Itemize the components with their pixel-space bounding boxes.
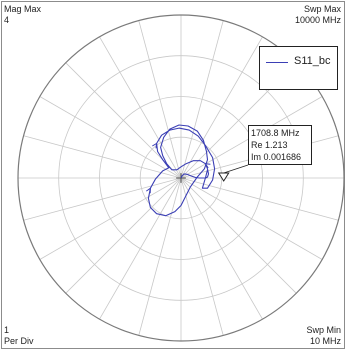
marker-imag: Im 0.001686	[251, 152, 302, 162]
grid-ring-3	[58, 55, 304, 301]
bottom-right-label: Swp Min 10 MHz	[306, 325, 341, 347]
marker-layer	[217, 164, 249, 182]
swp-max-label: Swp Max	[303, 4, 341, 14]
trace-arrow-2	[152, 142, 158, 149]
marker-real: Re 1.213	[251, 140, 288, 150]
legend-label: S11_bc	[294, 55, 331, 67]
bottom-left-label: 1 Per Div	[4, 325, 34, 347]
legend-swatch	[266, 62, 288, 63]
mag-max-value: 4	[4, 15, 10, 25]
grid-ring-4	[17, 14, 345, 342]
per-div-value: 1	[4, 325, 10, 335]
trace-arrow-0	[204, 163, 211, 169]
marker-leader	[223, 164, 249, 174]
grid-ring-2	[99, 96, 263, 260]
swp-min-value: 10 MHz	[309, 336, 341, 346]
marker-readout: 1708.8 MHz Re 1.213 Im 0.001686	[248, 125, 312, 165]
top-right-label: Swp Max 10000 MHz	[295, 4, 341, 26]
swp-max-value: 10000 MHz	[294, 15, 341, 25]
trace-s11-bc	[146, 124, 216, 217]
per-div-label: Per Div	[4, 336, 34, 346]
legend: S11_bc	[259, 46, 338, 90]
marker-triangle	[217, 172, 230, 182]
mag-max-label: Mag Max	[4, 4, 42, 14]
trace-arrow-1	[146, 187, 151, 194]
top-left-label: Mag Max 4	[4, 4, 41, 26]
marker-frequency: 1708.8 MHz	[251, 128, 300, 138]
swp-min-label: Swp Min	[306, 325, 341, 335]
